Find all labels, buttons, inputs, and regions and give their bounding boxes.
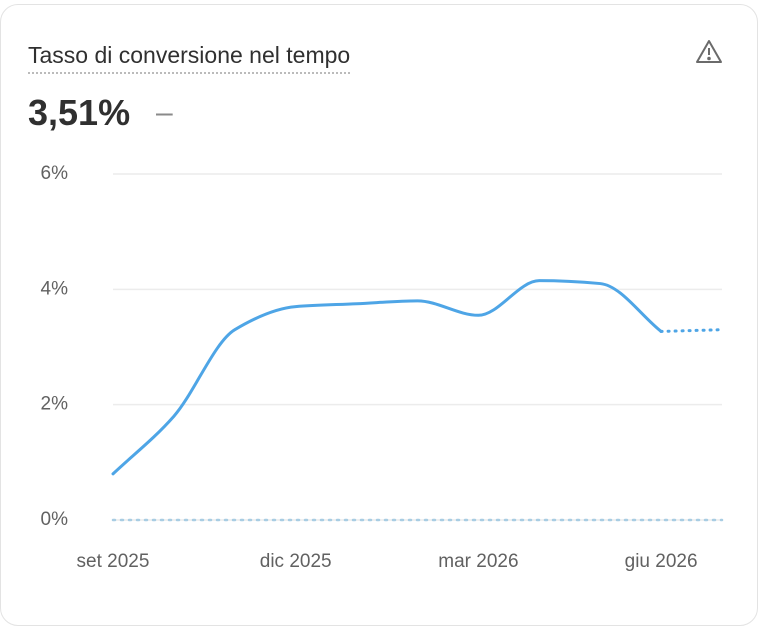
y-tick-label: 2% bbox=[41, 394, 69, 415]
x-tick-label: mar 2026 bbox=[438, 551, 518, 572]
metric-value: 3,51% bbox=[28, 92, 131, 133]
warning-icon[interactable] bbox=[696, 40, 722, 63]
metric-change: – bbox=[156, 96, 173, 129]
x-tick-label: dic 2025 bbox=[260, 551, 332, 572]
line-series-incomplete bbox=[659, 328, 724, 333]
y-tick-label: 6% bbox=[41, 163, 69, 184]
y-tick-label: 4% bbox=[41, 278, 69, 299]
card-title[interactable]: Tasso di conversione nel tempo bbox=[28, 42, 351, 74]
x-tick-label: giu 2026 bbox=[625, 551, 698, 572]
x-tick-label: set 2025 bbox=[77, 551, 150, 572]
y-tick-label: 0% bbox=[41, 509, 69, 530]
chart: 0% 2% 4% 6% set 2025 dic 2025 mar 2026 giu 2026 bbox=[41, 40, 724, 572]
line-series bbox=[111, 279, 663, 476]
card bbox=[0, 4, 758, 626]
